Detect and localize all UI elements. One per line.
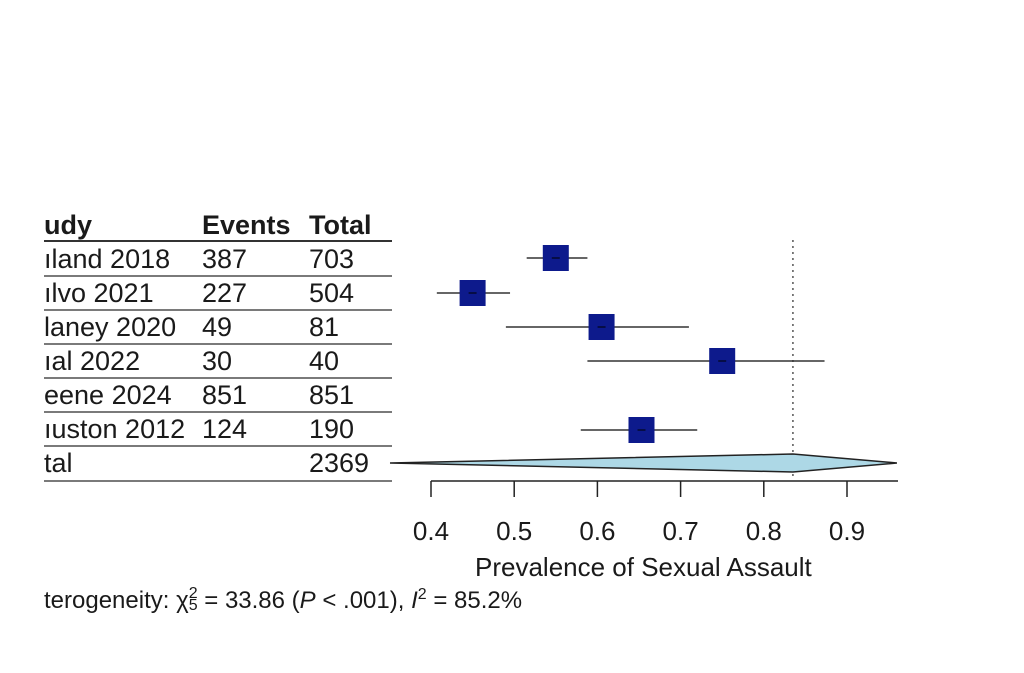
row-rule <box>44 309 392 311</box>
row-study-4: eene 2024 <box>44 380 172 410</box>
total-row-total: 2369 <box>309 448 370 478</box>
row-study-5: ıuston 2012 <box>44 414 186 444</box>
x-tick-label-5: 0.9 <box>829 516 865 546</box>
summary-diamond <box>389 453 897 473</box>
het-i: I <box>411 587 418 614</box>
x-tick-label-3: 0.7 <box>663 516 699 546</box>
header-events: Events <box>202 210 291 240</box>
row-rule <box>44 377 392 379</box>
row-study-2: laney 2020 <box>44 312 177 342</box>
total-row-label: tal <box>44 448 73 478</box>
header-study: udy <box>44 210 93 240</box>
row-total-1: 504 <box>309 278 355 308</box>
x-tick-label-0: 0.4 <box>413 516 449 546</box>
row-rule <box>44 411 392 413</box>
row-rule <box>44 343 392 345</box>
row-events-5: 124 <box>202 414 248 444</box>
het-chi-sup: 2 <box>188 584 198 602</box>
row-total-0: 703 <box>309 244 355 274</box>
het-df: 5 <box>188 596 198 614</box>
row-rule <box>44 275 392 277</box>
row-events-0: 387 <box>202 244 248 274</box>
row-total-3: 40 <box>309 346 340 376</box>
row-events-2: 49 <box>202 312 233 342</box>
row-total-5: 190 <box>309 414 355 444</box>
het-i-sup: 2 <box>417 586 427 603</box>
header-rule <box>44 240 392 242</box>
total-rule <box>44 480 392 482</box>
row-study-0: ıland 2018 <box>44 244 171 274</box>
row-events-3: 30 <box>202 346 233 376</box>
het-i-rest: = 85.2% <box>426 587 523 614</box>
row-total-2: 81 <box>309 312 340 342</box>
het-prefix: terogeneity: χ <box>44 587 189 614</box>
het-p-rest: < .001), <box>315 587 412 614</box>
x-tick-label-1: 0.5 <box>496 516 532 546</box>
het-chi-rest: = 33.86 ( <box>197 587 300 614</box>
x-tick-label-4: 0.8 <box>746 516 782 546</box>
row-study-1: ılvo 2021 <box>44 278 154 308</box>
row-events-4: 851 <box>202 380 248 410</box>
row-total-4: 851 <box>309 380 355 410</box>
het-p: P <box>299 587 316 614</box>
row-study-3: ıal 2022 <box>44 346 141 376</box>
row-events-1: 227 <box>202 278 248 308</box>
x-axis-label: Prevalence of Sexual Assault <box>475 552 812 582</box>
header-total: Total <box>309 210 372 240</box>
x-tick-label-2: 0.6 <box>579 516 615 546</box>
row-rule <box>44 445 392 447</box>
